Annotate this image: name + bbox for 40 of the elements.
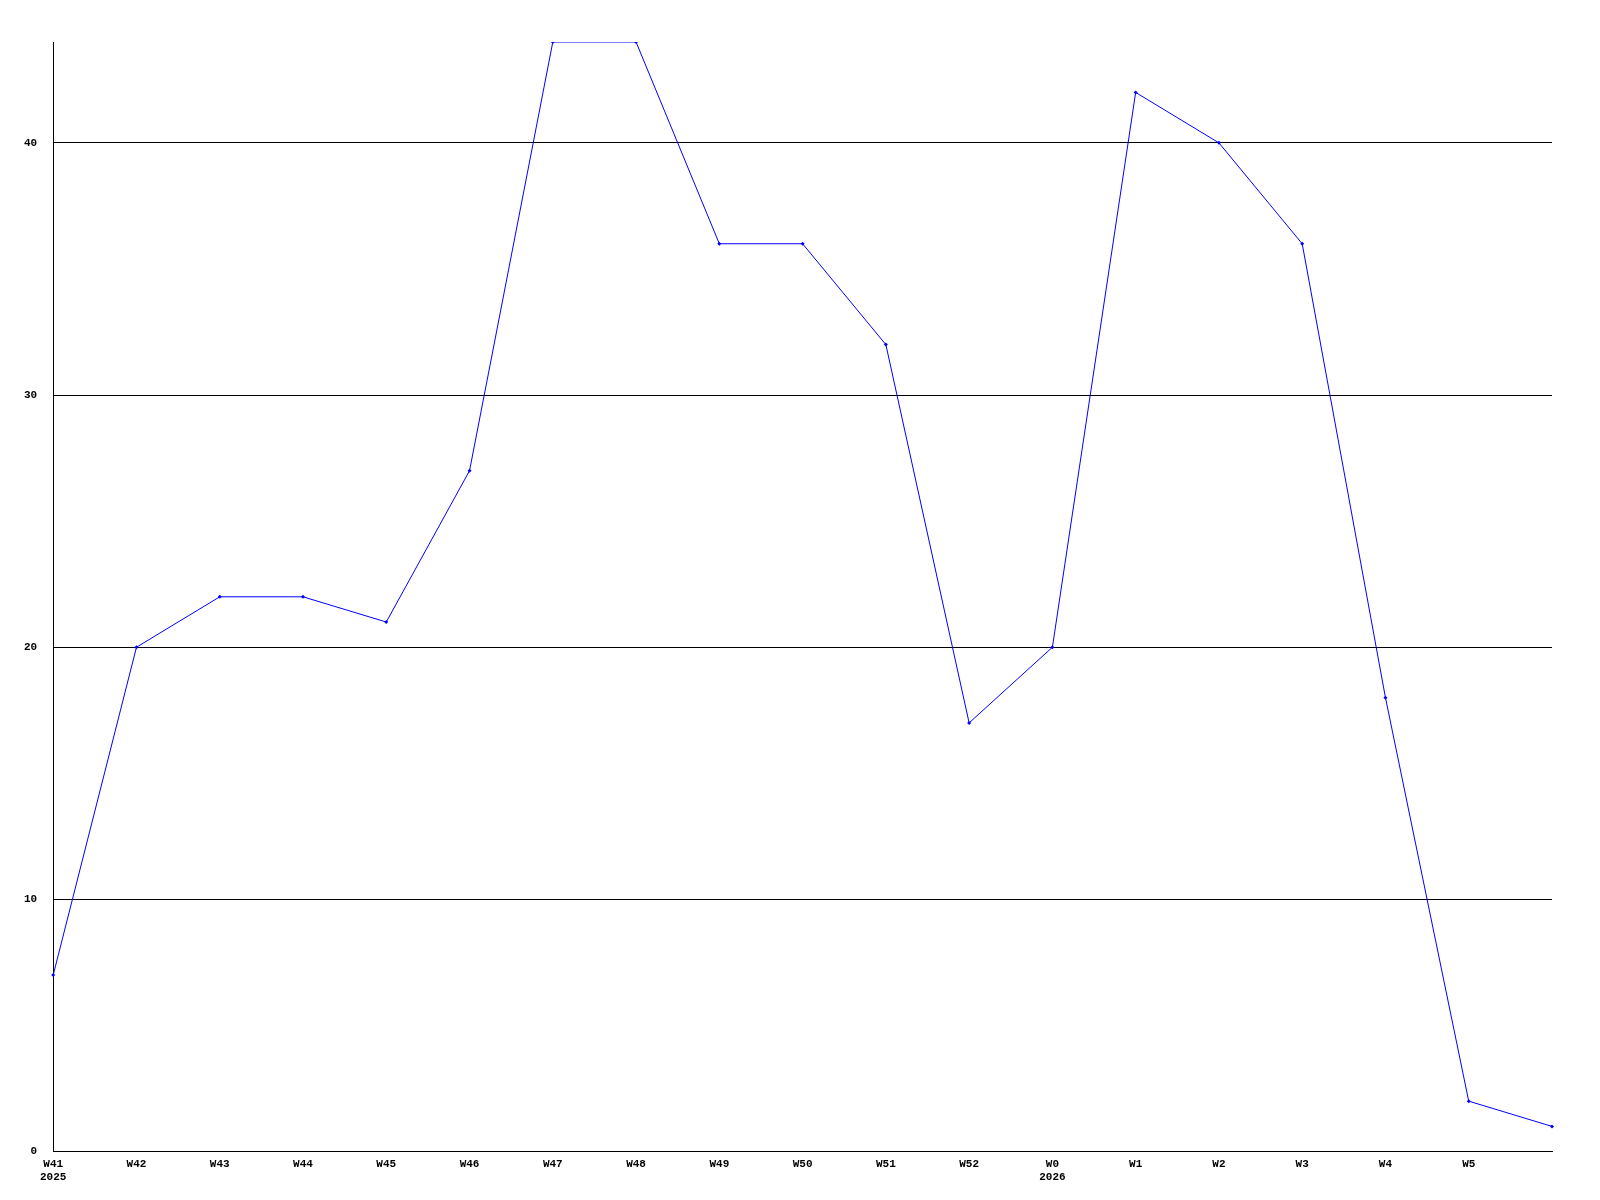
x-tick-label: W52 xyxy=(959,1157,980,1170)
point xyxy=(1550,1124,1554,1129)
point xyxy=(1050,645,1055,650)
x-tick-label: W49 xyxy=(709,1157,730,1170)
point xyxy=(1216,140,1221,145)
y-tick-label: 20 xyxy=(24,641,38,653)
x-tick-label: W44 xyxy=(293,1157,314,1170)
point xyxy=(467,468,472,473)
x-tick-label: W43 xyxy=(209,1157,231,1170)
x-tick-label: W5 xyxy=(1462,1157,1476,1170)
point xyxy=(1133,90,1138,95)
y-tick-label: 10 xyxy=(24,893,38,906)
x-tick-label: W48 xyxy=(626,1157,647,1170)
point xyxy=(967,720,972,725)
point xyxy=(1300,241,1305,246)
x-tick-label: W47 xyxy=(542,1157,563,1170)
point xyxy=(883,342,888,347)
x-tick-label: W2 xyxy=(1212,1157,1226,1170)
y-tick-label: 30 xyxy=(24,388,38,401)
y-tick-label: 40 xyxy=(24,136,38,149)
point xyxy=(217,594,222,599)
x-tick-label: W0 2026 xyxy=(1039,1157,1066,1184)
point xyxy=(51,973,56,978)
point xyxy=(800,241,805,246)
x-tick-label: W45 xyxy=(376,1157,397,1170)
point xyxy=(1466,1099,1471,1104)
x-tick-label: W3 xyxy=(1295,1157,1310,1170)
point xyxy=(717,241,722,246)
point xyxy=(301,594,305,599)
x-tick-label: W51 xyxy=(875,1157,897,1170)
x-tick-label: W41 2025 xyxy=(40,1157,67,1184)
point xyxy=(1383,695,1388,700)
x-tick-label: W46 xyxy=(459,1157,480,1170)
point xyxy=(134,645,139,650)
y-tick-label: 0 xyxy=(30,1145,38,1158)
x-tick-label: W42 xyxy=(126,1157,147,1170)
x-tick-label: W4 xyxy=(1378,1157,1393,1170)
point xyxy=(384,620,389,625)
x-tick-label: W1 xyxy=(1129,1157,1143,1170)
x-tick-label: W50 xyxy=(792,1157,813,1170)
